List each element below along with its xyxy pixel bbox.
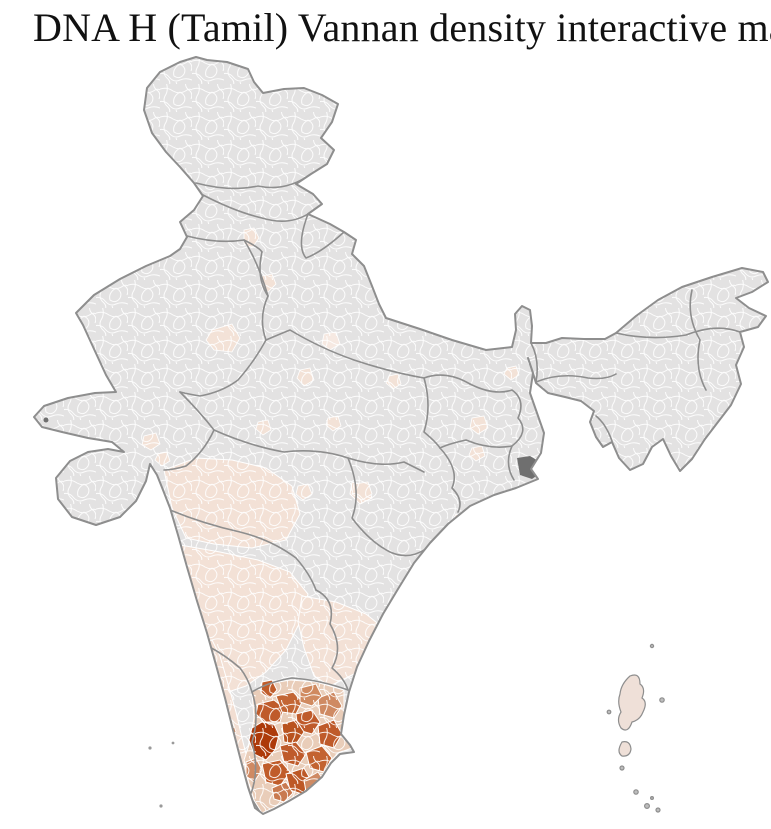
state-borders bbox=[163, 173, 741, 813]
coastal-speck bbox=[43, 417, 49, 423]
page-title: DNA H (Tamil) Vannan density interactive… bbox=[33, 5, 771, 50]
district-boundaries-texture bbox=[34, 57, 768, 814]
island-chain-southeast[interactable] bbox=[606, 643, 665, 813]
island-dots-southwest[interactable] bbox=[148, 741, 175, 808]
